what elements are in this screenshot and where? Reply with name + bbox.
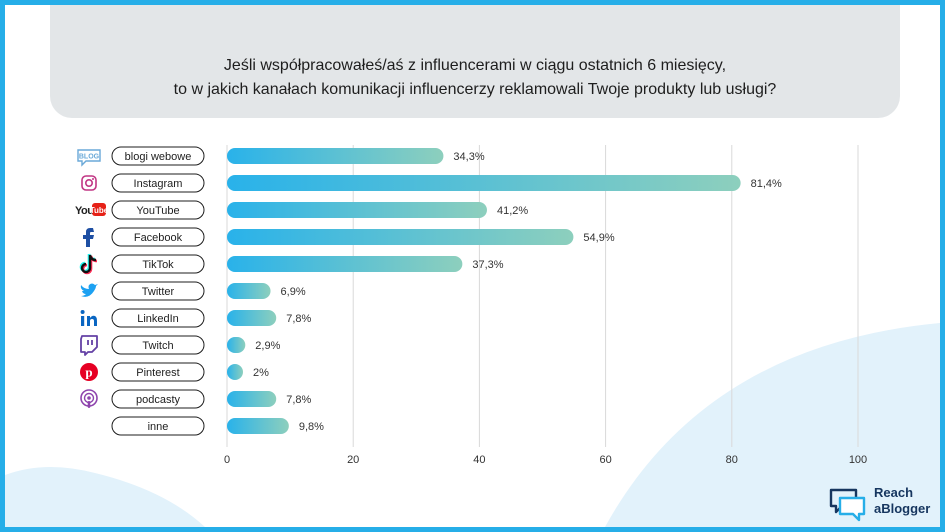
svg-text:You: You xyxy=(75,205,93,217)
x-tick-label-0: 0 xyxy=(224,454,230,466)
value-label: 41,2% xyxy=(497,205,528,217)
bar xyxy=(227,175,741,191)
bar xyxy=(227,364,243,380)
category-label: blogi webowe xyxy=(125,151,192,163)
bar xyxy=(227,337,246,353)
category-pill xyxy=(111,200,205,220)
bar xyxy=(227,229,574,245)
value-label: 2% xyxy=(253,367,269,379)
bar xyxy=(227,310,277,326)
value-label: 54,9% xyxy=(583,232,614,244)
value-label: 7,8% xyxy=(286,313,311,325)
category-pill xyxy=(111,416,205,436)
chart-title-line-2: to w jakich kanałach komunikacji influen… xyxy=(173,81,777,98)
twitch-icon xyxy=(80,335,98,356)
value-label: 37,3% xyxy=(472,259,503,271)
category-label: podcasty xyxy=(136,394,181,406)
blog-icon: BLOG xyxy=(77,149,101,167)
brand-line-1: Reach xyxy=(874,485,914,500)
x-tick-label-80: 80 xyxy=(726,454,738,466)
category-pill xyxy=(111,362,205,382)
bar xyxy=(227,283,271,299)
svg-text:Tube: Tube xyxy=(90,206,109,215)
twitter-icon xyxy=(80,283,98,297)
logo-icon xyxy=(829,488,866,522)
category-label: inne xyxy=(148,421,169,433)
instagram-icon xyxy=(81,175,97,191)
value-label: 6,9% xyxy=(281,286,306,298)
category-pill xyxy=(111,389,205,409)
value-label: 34,3% xyxy=(453,151,484,163)
category-pill xyxy=(111,146,205,166)
reach-a-blogger-logo: Reach aBlogger xyxy=(828,483,938,525)
background-decoration xyxy=(5,323,940,527)
chart-title-line-1: Jeśli współpracowałeś/aś z influencerami… xyxy=(223,57,727,74)
bar xyxy=(227,391,277,407)
x-tick-label-100: 100 xyxy=(849,454,867,466)
youtube-icon: YouTube xyxy=(75,203,109,217)
bar xyxy=(227,148,444,164)
category-pill xyxy=(111,335,205,355)
x-tick-label-20: 20 xyxy=(347,454,359,466)
category-label: Facebook xyxy=(134,232,183,244)
category-pill xyxy=(111,254,205,274)
category-pill xyxy=(111,227,205,247)
svg-text:BLOG: BLOG xyxy=(79,154,100,161)
value-label: 7,8% xyxy=(286,394,311,406)
x-tick-label-40: 40 xyxy=(473,454,485,466)
category-label: Instagram xyxy=(134,178,183,190)
bar xyxy=(227,418,289,434)
value-label: 9,8% xyxy=(299,421,324,433)
category-label: YouTube xyxy=(136,205,179,217)
title-box: Jeśli współpracowałeś/aś z influencerami… xyxy=(50,5,900,118)
category-pill xyxy=(111,173,205,193)
tiktok-icon xyxy=(79,253,98,275)
category-pill xyxy=(111,308,205,328)
category-label: LinkedIn xyxy=(137,313,179,325)
category-pill xyxy=(111,281,205,301)
bar xyxy=(227,256,463,272)
category-label: Twitter xyxy=(142,286,175,298)
facebook-icon xyxy=(83,228,94,247)
brand-line-2: aBlogger xyxy=(874,501,931,516)
value-label: 2,9% xyxy=(255,340,280,352)
category-label: Pinterest xyxy=(136,367,179,379)
podcast-icon xyxy=(80,389,98,408)
pinterest-icon: p xyxy=(80,363,98,381)
bar xyxy=(227,202,487,218)
svg-text:p: p xyxy=(85,365,92,380)
linkedin-icon xyxy=(80,310,97,326)
category-label: TikTok xyxy=(142,259,174,271)
bar-chart: 0 20 40 60 80 100 BLOG blogi webowe 34,3% Instagr… xyxy=(75,145,867,466)
category-label: Twitch xyxy=(142,340,173,352)
value-label: 81,4% xyxy=(751,178,782,190)
x-tick-label-60: 60 xyxy=(599,454,611,466)
